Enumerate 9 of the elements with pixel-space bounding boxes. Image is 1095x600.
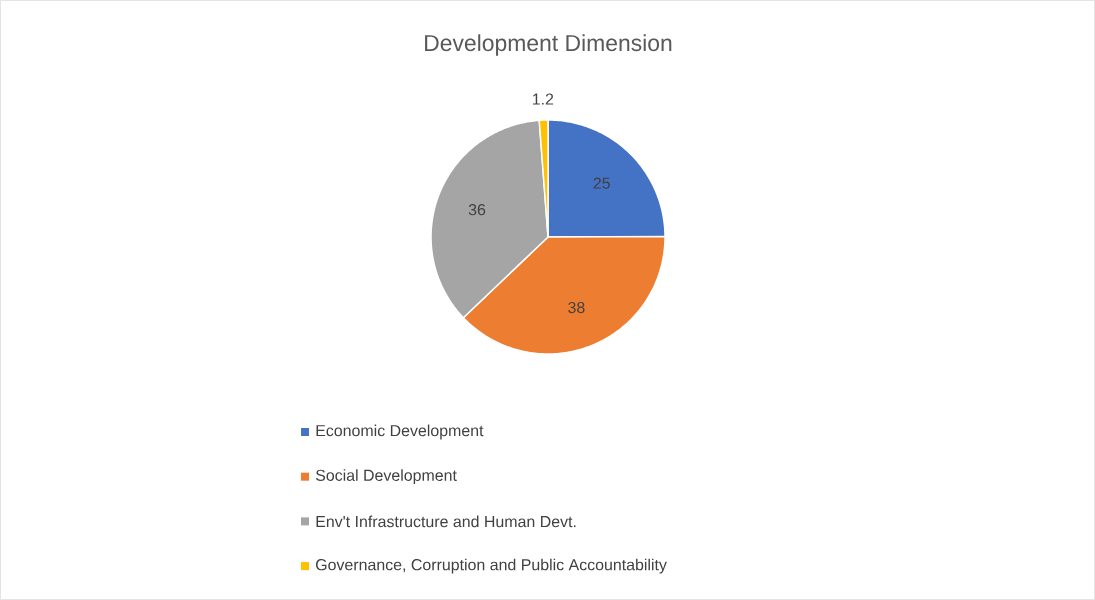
legend-label: Governance, Corruption and Public Accountability [316, 558, 667, 574]
data-label: 38 [568, 301, 585, 314]
data-label: 25 [593, 177, 610, 189]
data-label: 36 [468, 204, 486, 216]
legend-label: Social Development [315, 469, 457, 485]
data-label: 1.2 [532, 93, 554, 105]
chart-title: Development Dimension [425, 34, 672, 56]
legend-label: Economic Development [316, 424, 484, 440]
legend-label: Env't Infrastructure and Human Devt. [316, 515, 576, 528]
